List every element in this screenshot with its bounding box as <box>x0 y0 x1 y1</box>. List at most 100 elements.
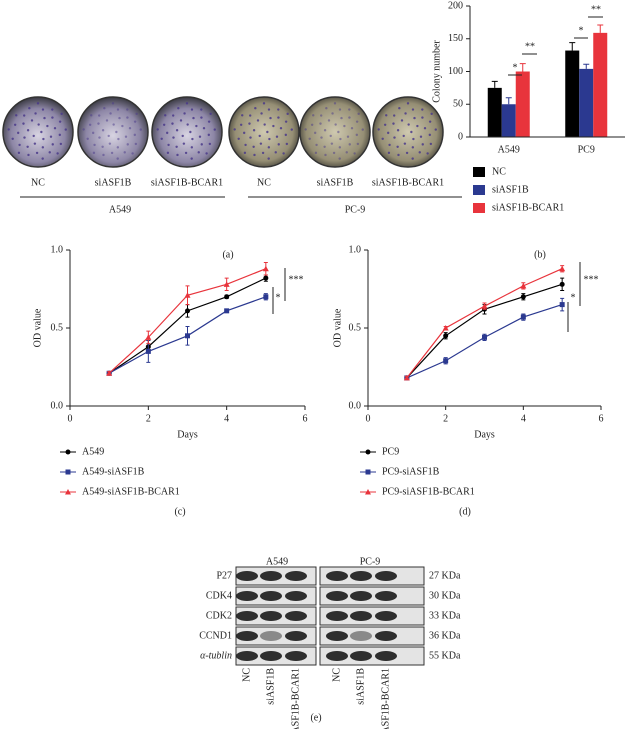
colony <box>116 157 119 160</box>
y-tick-label: 0.0 <box>51 400 64 411</box>
colony <box>325 107 328 110</box>
marker <box>559 302 565 308</box>
colony <box>357 112 360 116</box>
colony <box>166 151 170 155</box>
marker <box>185 308 190 314</box>
colony <box>241 114 244 117</box>
colony <box>329 134 332 138</box>
colony <box>313 131 317 135</box>
colony <box>41 108 45 111</box>
lane-label: siASF1B-BCAR1 <box>380 668 391 729</box>
y-tick-label: 150 <box>448 33 463 44</box>
colony <box>421 108 424 111</box>
colony <box>267 108 271 111</box>
colony <box>22 122 25 125</box>
plate-label: siASF1B <box>317 177 354 188</box>
colony <box>392 114 396 117</box>
colony <box>403 142 407 145</box>
colony <box>345 151 348 154</box>
colony <box>386 131 390 135</box>
error-bar <box>505 97 512 105</box>
line <box>406 283 563 379</box>
colony <box>413 116 416 120</box>
legend-swatch <box>473 203 485 213</box>
plate-label: siASF1B-BCAR1 <box>372 177 444 188</box>
colony <box>279 127 283 130</box>
colony <box>310 123 314 126</box>
colony <box>315 143 318 147</box>
x-tick-label: 2 <box>146 413 151 424</box>
lane-label: siASF1B-BCAR1 <box>290 668 301 729</box>
colony <box>126 108 129 111</box>
colony <box>286 112 289 116</box>
colony <box>361 128 364 131</box>
colony <box>40 130 43 134</box>
band <box>350 611 372 621</box>
colony <box>400 119 404 122</box>
colony <box>252 129 256 132</box>
marker <box>145 334 152 340</box>
colony <box>186 123 189 126</box>
colony <box>333 102 337 105</box>
colony <box>256 119 260 122</box>
line <box>406 304 563 379</box>
band <box>350 651 372 661</box>
colony <box>117 137 120 141</box>
band <box>375 611 397 621</box>
significance: * <box>579 25 584 36</box>
colony <box>339 137 342 141</box>
legend-label: A549-siASF1B <box>82 466 145 477</box>
colony <box>48 151 51 154</box>
colony <box>190 157 193 160</box>
colony <box>416 124 419 128</box>
band <box>375 591 397 601</box>
colony <box>198 135 202 138</box>
marker <box>559 265 566 272</box>
colony <box>285 142 289 146</box>
marker <box>481 303 488 309</box>
colony <box>312 114 315 117</box>
band <box>260 571 282 581</box>
colony <box>396 145 399 148</box>
significance: *** <box>584 274 599 285</box>
colony <box>213 128 216 131</box>
bar <box>593 32 608 138</box>
colony <box>88 123 92 126</box>
colony <box>17 151 21 155</box>
colony <box>319 114 323 117</box>
significance: ** <box>525 41 535 52</box>
band <box>375 571 397 581</box>
colony <box>171 114 175 117</box>
colony <box>183 112 186 115</box>
colony <box>37 123 40 126</box>
colony <box>338 108 342 111</box>
band <box>326 571 348 581</box>
colony <box>41 146 45 149</box>
row-label: CCND1 <box>199 630 232 641</box>
colony <box>323 145 326 148</box>
colony <box>11 137 14 140</box>
colony <box>16 131 20 135</box>
y-tick-label: 1.0 <box>51 244 64 255</box>
colony <box>393 136 396 139</box>
colony <box>118 116 121 120</box>
colony <box>108 142 112 145</box>
colony <box>249 136 252 139</box>
error-bar <box>569 42 576 51</box>
group-label: PC-9 <box>345 204 366 215</box>
colony <box>175 145 178 148</box>
marker <box>443 333 449 339</box>
significance: * <box>513 62 518 73</box>
band <box>285 611 307 621</box>
x-axis-label: Days <box>177 429 198 440</box>
band <box>285 631 307 641</box>
colony <box>263 123 266 126</box>
colony <box>331 112 334 115</box>
lane-label: NC <box>331 668 342 682</box>
colony <box>387 151 391 155</box>
colony <box>116 108 120 111</box>
plate <box>372 96 444 168</box>
line <box>406 268 563 379</box>
x-tick-label: 4 <box>224 413 229 424</box>
colony <box>338 146 342 149</box>
